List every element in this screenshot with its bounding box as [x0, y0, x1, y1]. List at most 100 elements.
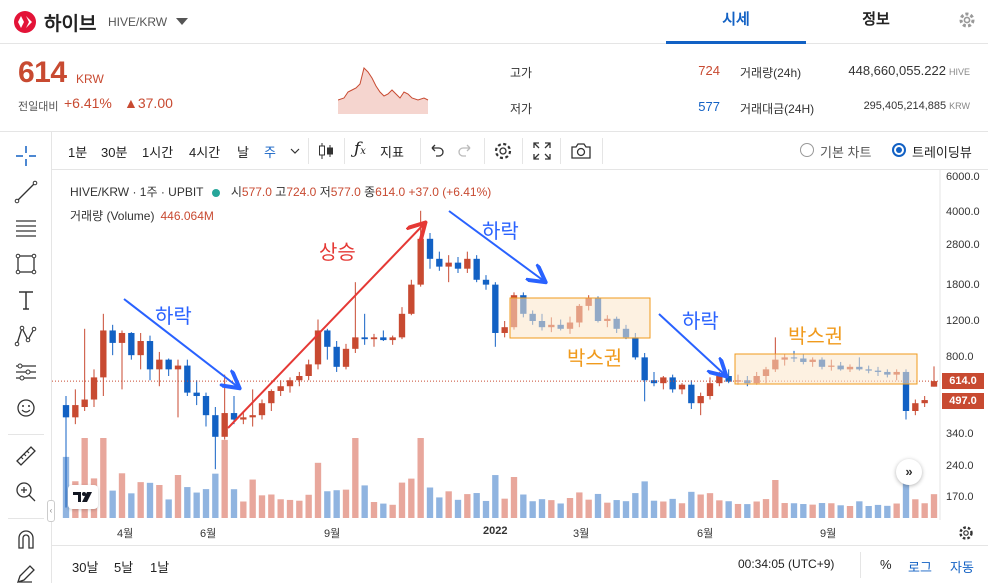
pattern-tool-icon[interactable] — [12, 322, 40, 350]
indicator-fx-icon[interactable]: ƒx — [354, 139, 366, 159]
interval-4h[interactable]: 4시간 — [189, 145, 221, 160]
camera-icon[interactable] — [570, 141, 592, 161]
price-tick: 6000.0 — [946, 171, 980, 183]
forecast-tool-icon[interactable] — [12, 358, 40, 386]
volume-bar — [436, 497, 443, 518]
interval-day[interactable]: 날 — [237, 145, 249, 160]
candle-body — [249, 415, 256, 418]
volume-bar — [118, 473, 126, 518]
interval-1h[interactable]: 1시간 — [142, 145, 174, 160]
interval-week[interactable]: 주 — [264, 145, 276, 160]
current-price: 614 — [18, 56, 67, 89]
candle-body — [408, 284, 415, 314]
basic-chart-label[interactable]: 기본 차트 — [820, 145, 872, 160]
undo-icon[interactable] — [428, 142, 446, 160]
auto-toggle[interactable]: 자동 — [950, 560, 974, 575]
range-1d[interactable]: 1날 — [150, 560, 170, 575]
volume-bar — [165, 499, 172, 518]
emoji-icon[interactable] — [12, 394, 40, 422]
amount-value-group: 295,405,214,885 KRW — [820, 100, 970, 112]
redo-icon[interactable] — [456, 142, 474, 160]
legend-change: +37.0 (+6.41%) — [408, 185, 492, 199]
annotation-down-1: 하락 — [155, 304, 192, 328]
volume-bar — [193, 492, 200, 518]
scroll-to-realtime-button[interactable]: » — [896, 459, 922, 485]
volume-bar — [874, 504, 882, 518]
interval-1m[interactable]: 1분 — [68, 145, 88, 160]
tradingview-radio[interactable] — [892, 143, 906, 157]
candle-body — [492, 284, 499, 333]
candlestick-chart[interactable] — [52, 170, 988, 520]
volume-label: 거래량(24h) — [740, 66, 802, 80]
annotation-box-1: 박스권 — [567, 346, 623, 370]
volume-bar — [856, 501, 863, 518]
volume-bar — [370, 502, 378, 518]
chart-gear-icon[interactable] — [957, 524, 975, 542]
candle-body — [454, 262, 462, 269]
candle-type-icon[interactable] — [316, 141, 336, 161]
interval-dropdown-icon[interactable] — [290, 148, 300, 154]
candle-body — [921, 400, 928, 404]
candle-body — [72, 405, 79, 418]
trend-line-icon[interactable] — [12, 178, 40, 206]
fullscreen-icon[interactable] — [532, 141, 552, 161]
legend-close: 614.0 — [375, 185, 406, 199]
interval-30m[interactable]: 30분 — [101, 145, 128, 160]
candle-body — [230, 413, 238, 420]
zoom-in-icon[interactable] — [12, 478, 40, 506]
candle-body — [174, 365, 182, 370]
candle-body — [902, 371, 910, 411]
indicator-button[interactable]: 지표 — [380, 145, 404, 160]
candle-body — [277, 386, 284, 391]
rectangle-icon[interactable] — [12, 250, 40, 278]
volume-bar — [501, 498, 508, 518]
volume-bar — [697, 494, 704, 518]
crosshair-icon[interactable] — [12, 142, 40, 170]
volume-bar — [221, 439, 228, 518]
volume-bar — [184, 487, 191, 518]
percent-toggle[interactable]: % — [880, 557, 892, 572]
annotation-down-3: 하락 — [682, 309, 719, 333]
market-open-dot-icon — [211, 188, 220, 197]
price-summary: 614 KRW 전일대비 +6.41% ▲37.00 고가 724 저가 577… — [0, 44, 988, 132]
range-5d[interactable]: 5날 — [114, 560, 134, 575]
clock[interactable]: 00:34:05 (UTC+9) — [738, 557, 835, 571]
range-30d[interactable]: 30날 — [72, 560, 99, 575]
candle-body — [650, 380, 658, 384]
mini-price-chart — [338, 67, 429, 114]
chart-settings-icon[interactable] — [492, 140, 514, 162]
candle-body — [632, 337, 639, 358]
toolbar-separator — [308, 138, 309, 164]
tab-info[interactable]: 정보 — [862, 11, 890, 28]
down-arrow-2 — [448, 210, 544, 281]
text-tool-icon[interactable] — [12, 286, 40, 314]
magnet-icon[interactable] — [12, 526, 40, 554]
change-label: 전일대비 — [18, 101, 59, 113]
coin-dropdown-icon[interactable] — [176, 18, 188, 25]
ruler-icon[interactable] — [12, 442, 40, 470]
tradingview-label[interactable]: 트레이딩뷰 — [912, 145, 972, 160]
coin-pair: HIVE/KRW — [108, 15, 168, 29]
settings-gear-icon[interactable] — [957, 10, 977, 30]
candle-body — [370, 337, 378, 340]
footer-separator — [860, 552, 861, 578]
volume-bar — [408, 478, 415, 518]
toolbar-separator — [484, 138, 485, 164]
time-tick: 3월 — [573, 528, 590, 540]
time-tick: 4월 — [117, 528, 134, 540]
volume-bar — [725, 501, 732, 518]
volume-bar — [202, 489, 210, 518]
tab-market[interactable]: 시세 — [666, 0, 806, 44]
candle-body — [501, 327, 508, 333]
price-tick: 4000.0 — [946, 206, 980, 218]
candle-body — [352, 337, 359, 349]
log-toggle[interactable]: 로그 — [908, 560, 932, 575]
fib-lines-icon[interactable] — [12, 214, 40, 242]
legend-low-label: 저 — [319, 185, 331, 199]
pencil-icon[interactable] — [12, 560, 40, 583]
volume-bar — [706, 493, 714, 518]
candle-body — [81, 399, 88, 408]
basic-chart-radio[interactable] — [800, 143, 814, 157]
collapse-toolbar-icon[interactable]: ‹ — [47, 500, 55, 522]
price-tick: 170.0 — [946, 491, 974, 503]
